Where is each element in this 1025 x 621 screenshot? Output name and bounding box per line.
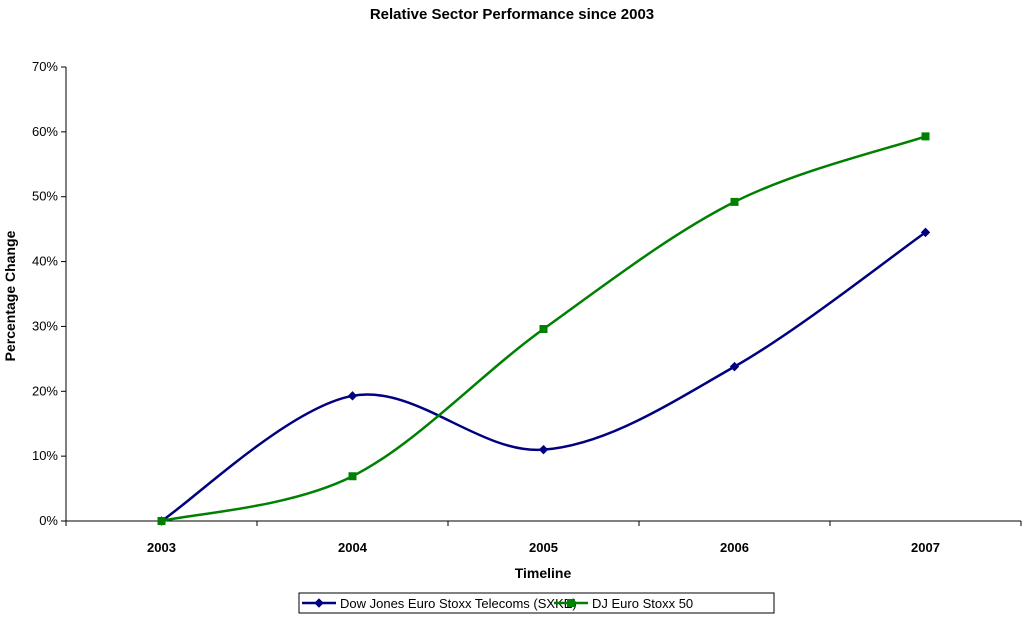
data-point bbox=[730, 197, 739, 206]
y-tick-label: 0% bbox=[39, 513, 58, 528]
legend-item: DJ Euro Stoxx 50 bbox=[554, 596, 693, 611]
data-point bbox=[157, 517, 166, 525]
x-tick-label: 2006 bbox=[720, 540, 749, 555]
y-tick-label: 30% bbox=[32, 318, 58, 333]
data-point bbox=[347, 391, 358, 401]
data-point bbox=[920, 227, 931, 238]
series-layer bbox=[156, 132, 931, 526]
x-axis: 2003 2004 2005 2006 2007 bbox=[65, 520, 1022, 555]
legend-item: Dow Jones Euro Stoxx Telecoms (SXKE) bbox=[302, 596, 577, 611]
legend-marker bbox=[314, 598, 324, 608]
y-axis-title: Percentage Change bbox=[2, 230, 18, 361]
y-axis: 0% 10% 20% 30% 40% 50% 60% 70% bbox=[32, 59, 67, 528]
legend-label: DJ Euro Stoxx 50 bbox=[592, 596, 693, 611]
y-tick-label: 20% bbox=[32, 383, 58, 398]
chart-title: Relative Sector Performance since 2003 bbox=[370, 6, 654, 23]
y-tick-label: 40% bbox=[32, 254, 58, 269]
x-tick-label: 2007 bbox=[911, 540, 940, 555]
data-point bbox=[921, 132, 930, 141]
x-tick-label: 2004 bbox=[338, 540, 368, 555]
y-tick-label: 10% bbox=[32, 448, 58, 463]
series-line bbox=[160, 231, 927, 523]
data-point bbox=[538, 444, 549, 455]
data-point bbox=[539, 325, 548, 334]
y-tick-label: 70% bbox=[32, 59, 58, 74]
x-tick-label: 2005 bbox=[529, 540, 558, 555]
y-tick-label: 50% bbox=[32, 189, 58, 204]
data-point bbox=[348, 472, 357, 481]
y-tick-label: 60% bbox=[32, 124, 58, 139]
series-2 bbox=[157, 132, 930, 525]
legend: Dow Jones Euro Stoxx Telecoms (SXKE) DJ E… bbox=[298, 592, 775, 614]
x-axis-title: Timeline bbox=[515, 565, 572, 581]
series-1 bbox=[156, 227, 931, 526]
x-tick-label: 2003 bbox=[147, 540, 176, 555]
legend-marker bbox=[567, 599, 575, 607]
legend-box bbox=[298, 592, 775, 614]
data-point bbox=[729, 361, 740, 372]
legend-label: Dow Jones Euro Stoxx Telecoms (SXKE) bbox=[340, 596, 577, 611]
